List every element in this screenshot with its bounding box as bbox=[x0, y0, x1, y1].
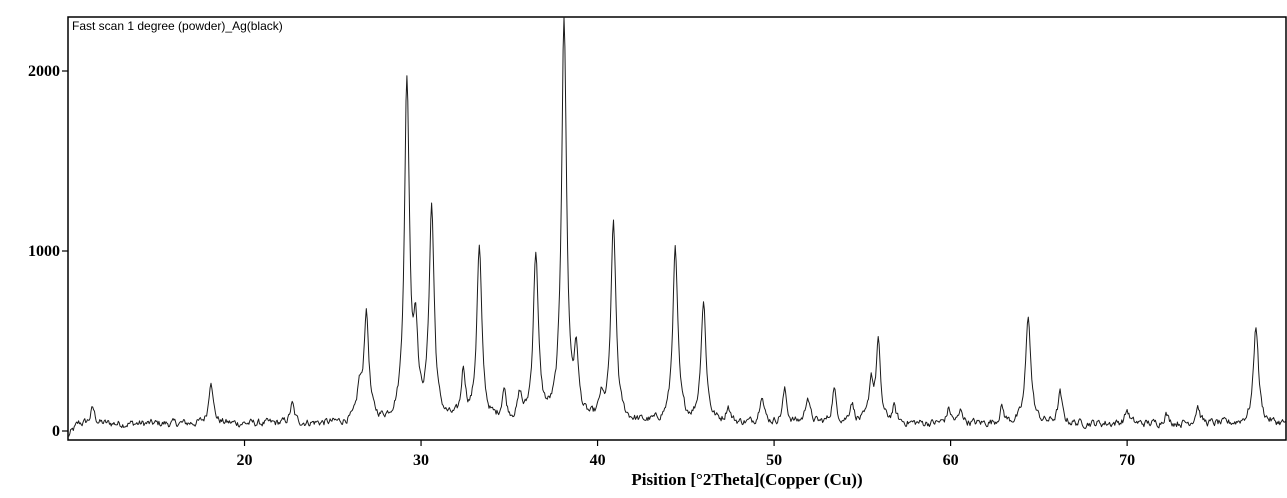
x-tick-label: 20 bbox=[237, 452, 253, 469]
x-axis-title: Pisition [°2Theta](Copper (Cu)) bbox=[631, 470, 862, 489]
x-tick-label: 50 bbox=[766, 452, 782, 469]
y-axis: 0 1000 2000 bbox=[28, 63, 68, 440]
y-tick-label: 0 bbox=[52, 423, 60, 440]
legend-label: Fast scan 1 degree (powder)_Ag(black) bbox=[72, 19, 283, 33]
x-tick-label: 40 bbox=[590, 452, 606, 469]
x-tick-label: 60 bbox=[943, 452, 959, 469]
series-line bbox=[67, 16, 1287, 437]
x-axis: 20 30 40 50 60 70 bbox=[237, 440, 1135, 469]
y-tick-label: 2000 bbox=[28, 63, 60, 80]
x-tick-label: 70 bbox=[1119, 452, 1135, 469]
plot-frame bbox=[67, 16, 1287, 441]
x-tick-label: 30 bbox=[413, 452, 429, 469]
y-tick-label: 1000 bbox=[28, 243, 60, 260]
